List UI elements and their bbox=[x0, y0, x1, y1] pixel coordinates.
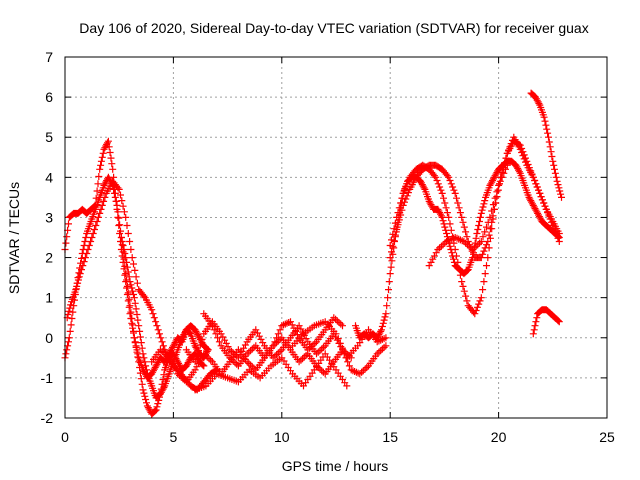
y-tick-label: -2 bbox=[41, 410, 54, 426]
y-tick-label: 6 bbox=[45, 89, 53, 105]
axis-ticks: 0 5 10 15 20 25 -2 -1 0 1 2 3 4 5 6 7 bbox=[41, 49, 615, 445]
data-point-markers bbox=[117, 234, 212, 402]
y-tick-label: -1 bbox=[41, 370, 54, 386]
series-arc8 bbox=[200, 310, 346, 370]
x-tick-label: 20 bbox=[491, 429, 507, 445]
y-tick-label: 5 bbox=[45, 129, 53, 145]
plot-frame bbox=[64, 56, 608, 419]
y-tick-label: 1 bbox=[45, 290, 53, 306]
x-tick-label: 10 bbox=[274, 429, 290, 445]
y-axis-label: SDTVAR / TECUs bbox=[6, 182, 22, 294]
y-tick-label: 4 bbox=[45, 169, 53, 185]
data-point-markers bbox=[386, 133, 563, 318]
data-point-markers bbox=[289, 318, 390, 362]
x-tick-label: 5 bbox=[170, 429, 178, 445]
series-arc9 bbox=[289, 318, 390, 362]
data-point-markers bbox=[200, 310, 346, 370]
y-tick-label: 0 bbox=[45, 330, 53, 346]
series-arc4 bbox=[117, 234, 212, 402]
data-series bbox=[61, 89, 565, 418]
data-point-markers bbox=[425, 161, 511, 270]
series-arc13 bbox=[425, 161, 511, 270]
series-arc7 bbox=[191, 350, 351, 394]
x-axis-label: GPS time / hours bbox=[282, 458, 389, 474]
data-point-markers bbox=[529, 306, 563, 338]
data-point-markers bbox=[527, 89, 565, 201]
series-arc14 bbox=[527, 89, 565, 201]
chart-title: Day 106 of 2020, Sidereal Day-to-day VTE… bbox=[79, 20, 588, 36]
x-tick-label: 0 bbox=[61, 429, 69, 445]
series-arc12 bbox=[386, 133, 563, 318]
x-tick-label: 25 bbox=[599, 429, 615, 445]
grid bbox=[65, 57, 607, 418]
x-tick-label: 15 bbox=[382, 429, 398, 445]
y-tick-label: 2 bbox=[45, 250, 53, 266]
data-point-markers bbox=[61, 137, 208, 418]
y-tick-label: 7 bbox=[45, 49, 53, 65]
series-arc15 bbox=[529, 306, 563, 338]
data-point-markers bbox=[191, 350, 351, 394]
y-tick-label: 3 bbox=[45, 209, 53, 225]
series-arc2 bbox=[61, 137, 208, 418]
